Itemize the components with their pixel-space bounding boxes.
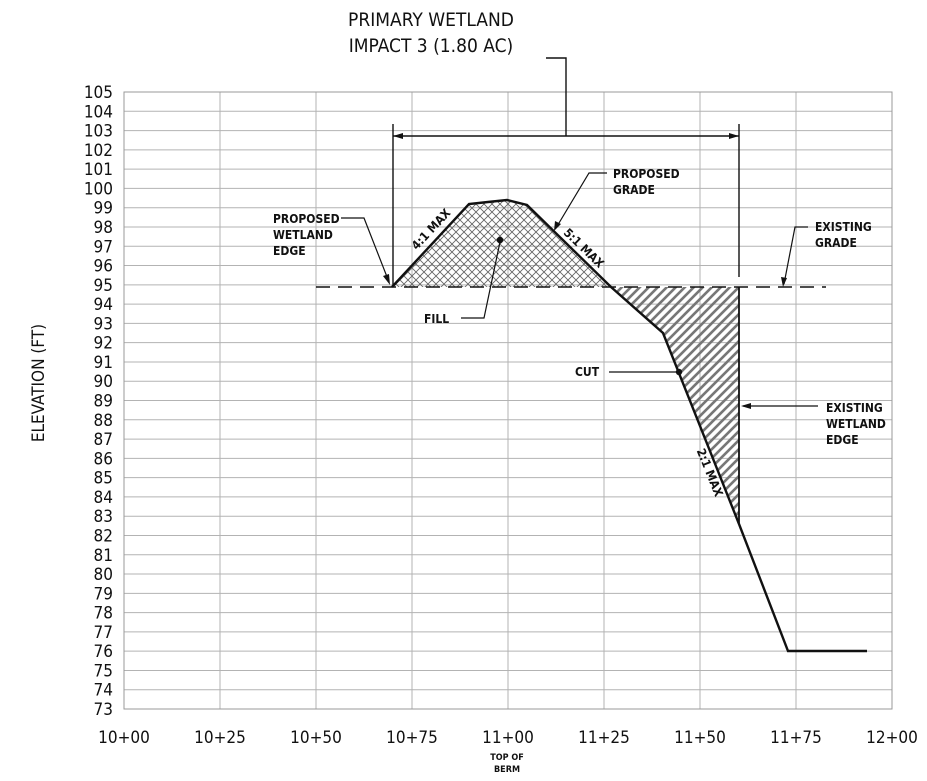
y-tick-label: 82 (94, 526, 113, 546)
existing-grade-leader (783, 226, 808, 285)
x-tick-label: 10+00 (98, 728, 150, 748)
y-tick-label: 81 (94, 546, 113, 566)
x-tick-label: 10+25 (194, 728, 246, 748)
title-line-1: PRIMARY WETLAND (348, 9, 514, 31)
y-tick-label: 87 (94, 430, 113, 450)
x-tick-label: 12+00 (866, 728, 918, 748)
existing-wetland-edge-arrow (741, 403, 751, 409)
plot-border (123, 91, 893, 710)
dimension-arrow-left (393, 133, 403, 139)
y-tick-label: 73 (94, 700, 113, 720)
y-tick-label: 80 (94, 565, 113, 585)
top-of-berm-label-1: TOP OF (490, 753, 524, 763)
title-line-2: IMPACT 3 (1.80 AC) (349, 35, 513, 57)
y-tick-label: 92 (94, 334, 113, 354)
x-axis-ticks: 10+00 10+25 10+50 10+75 11+00 11+25 11+50 11+75… (98, 728, 918, 748)
existing-grade-label-2: GRADE (815, 236, 857, 250)
y-tick-label: 104 (84, 102, 113, 122)
y-tick-label: 100 (84, 179, 113, 199)
y-tick-label: 93 (94, 314, 113, 334)
y-tick-label: 86 (94, 449, 113, 469)
x-tick-label: 10+75 (386, 728, 438, 748)
proposed-grade-leader (555, 172, 607, 229)
y-tick-label: 95 (94, 276, 113, 296)
y-tick-label: 103 (84, 122, 113, 142)
proposed-wetland-edge-arrow (383, 274, 390, 285)
y-tick-label: 76 (94, 642, 113, 662)
proposed-wetland-edge-label-2: WETLAND (273, 228, 333, 242)
dimension-arrow-right (729, 133, 739, 139)
cut-label: CUT (575, 365, 600, 379)
y-tick-label: 78 (94, 604, 113, 624)
proposed-grade-arrow (554, 221, 561, 231)
x-tick-label: 11+00 (482, 728, 534, 748)
proposed-grade-label-2: GRADE (613, 183, 655, 197)
existing-grade-arrow (781, 277, 787, 287)
y-tick-label: 102 (84, 141, 113, 161)
x-tick-label: 10+50 (290, 728, 342, 748)
y-tick-label: 75 (94, 661, 113, 681)
existing-wetland-edge-label-3: EDGE (826, 433, 859, 447)
fill-leader (461, 241, 501, 319)
existing-grade-label-1: EXISTING (815, 220, 872, 234)
y-tick-label: 105 (84, 83, 113, 103)
chart-grid (123, 91, 893, 710)
existing-wetland-edge-label-2: WETLAND (826, 417, 886, 431)
y-tick-label: 97 (94, 237, 113, 257)
y-tick-label: 94 (94, 295, 113, 315)
y-tick-label: 99 (94, 199, 113, 219)
y-tick-label: 89 (94, 392, 113, 412)
title-leader-line (546, 57, 567, 136)
y-tick-label: 98 (94, 218, 113, 238)
y-axis-ticks: 1051041031021011009998979695949392919089… (84, 83, 113, 720)
y-tick-label: 88 (94, 411, 113, 431)
y-tick-label: 79 (94, 584, 113, 604)
proposed-grade-label-1: PROPOSED (613, 167, 680, 181)
fill-label: FILL (424, 312, 449, 326)
y-tick-label: 74 (94, 681, 113, 701)
proposed-wetland-edge-leader (341, 217, 390, 283)
y-tick-label: 101 (84, 160, 113, 180)
cut-marker (675, 368, 683, 376)
y-tick-label: 83 (94, 507, 113, 527)
x-tick-label: 11+25 (578, 728, 630, 748)
y-tick-label: 90 (94, 372, 113, 392)
existing-wetland-edge-label-1: EXISTING (826, 401, 883, 415)
proposed-wetland-edge-label-3: EDGE (273, 244, 306, 258)
y-tick-label: 85 (94, 469, 113, 489)
top-of-berm-label-2: BERM (494, 765, 520, 775)
y-tick-label: 91 (94, 353, 113, 373)
y-tick-label: 77 (94, 623, 113, 643)
proposed-grade-line (391, 198, 867, 653)
x-tick-label: 11+75 (770, 728, 822, 748)
cut-area (611, 287, 739, 524)
fill-area (392, 200, 611, 287)
y-tick-label: 96 (94, 257, 113, 277)
y-axis-label: ELEVATION (FT) (29, 324, 49, 442)
x-tick-label: 11+50 (674, 728, 726, 748)
proposed-wetland-edge-label-1: PROPOSED (273, 212, 340, 226)
y-tick-label: 84 (94, 488, 113, 508)
fill-marker (496, 236, 504, 244)
